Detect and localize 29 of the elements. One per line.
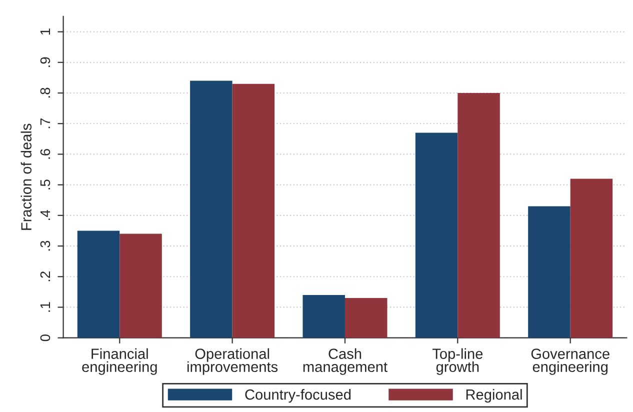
- y-tick-label: .2: [40, 272, 50, 282]
- x-tick-label: Operational improvements: [188, 348, 278, 375]
- y-tick-label: .6: [40, 149, 50, 159]
- bar: [190, 80, 232, 338]
- y-tick-label: .7: [40, 118, 50, 128]
- bar: [570, 178, 613, 338]
- x-tick-label: Governance engineering: [531, 348, 610, 375]
- y-axis-title: Fraction of deals: [20, 124, 32, 230]
- bar: [415, 132, 458, 338]
- y-tick-label: 0: [40, 334, 50, 342]
- y-tick-label: .8: [40, 88, 50, 98]
- y-tick-label: .4: [40, 210, 50, 220]
- bar: [77, 230, 120, 338]
- bar: [344, 298, 388, 338]
- x-tick-label: Financial engineering: [82, 348, 157, 375]
- y-tick-label: .5: [40, 180, 50, 190]
- x-tick-label: Cash management: [303, 348, 388, 375]
- y-tick-label: .9: [40, 57, 50, 67]
- legend-label: Country-focused: [245, 389, 351, 403]
- y-tick-label: .1: [40, 302, 50, 312]
- bar: [528, 206, 570, 338]
- bar: [120, 234, 162, 338]
- legend-label: Regional: [466, 389, 522, 403]
- bar: [232, 84, 275, 338]
- bar: [302, 294, 345, 338]
- bar: [458, 92, 500, 338]
- y-tick-label: .3: [40, 240, 50, 251]
- y-tick-label: 1: [40, 28, 50, 35]
- x-tick-label: Top-line growth: [432, 348, 483, 375]
